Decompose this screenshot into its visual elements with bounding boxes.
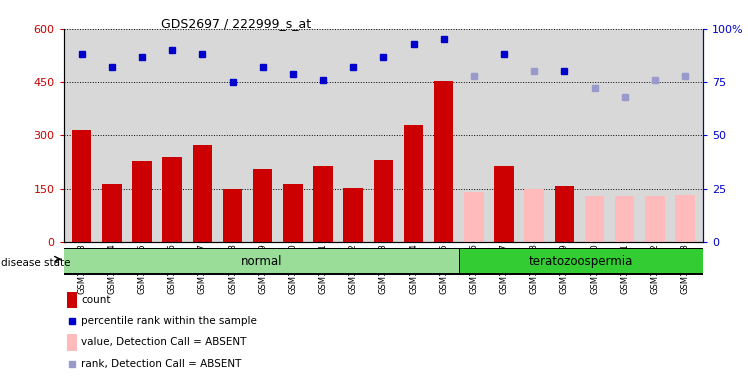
Bar — [72, 130, 91, 242]
Bar — [675, 195, 695, 242]
Text: disease state: disease state — [1, 258, 70, 268]
Bar — [554, 186, 574, 242]
Bar — [283, 184, 303, 242]
Text: teratozoospermia: teratozoospermia — [529, 255, 634, 268]
Text: value, Detection Call = ABSENT: value, Detection Call = ABSENT — [81, 338, 247, 348]
Bar — [64, 249, 459, 273]
Bar — [373, 160, 393, 242]
Bar — [645, 197, 665, 242]
Bar — [343, 187, 363, 242]
Bar — [102, 184, 122, 242]
Text: percentile rank within the sample: percentile rank within the sample — [81, 316, 257, 326]
Bar — [223, 189, 242, 242]
Bar — [404, 125, 423, 242]
Bar — [434, 81, 453, 242]
Bar — [67, 292, 76, 308]
Text: count: count — [81, 295, 111, 305]
Bar — [585, 196, 604, 242]
Bar — [192, 145, 212, 242]
Text: normal: normal — [241, 255, 282, 268]
Bar — [524, 189, 544, 242]
Text: GDS2697 / 222999_s_at: GDS2697 / 222999_s_at — [161, 17, 311, 30]
Bar — [132, 161, 152, 242]
Bar — [313, 166, 333, 242]
Bar — [615, 196, 634, 242]
Bar — [464, 192, 484, 242]
Text: rank, Detection Call = ABSENT: rank, Detection Call = ABSENT — [81, 359, 242, 369]
Bar — [253, 169, 272, 242]
Bar — [460, 249, 702, 273]
Bar — [494, 166, 514, 242]
Bar — [162, 157, 182, 242]
Bar — [67, 334, 76, 351]
